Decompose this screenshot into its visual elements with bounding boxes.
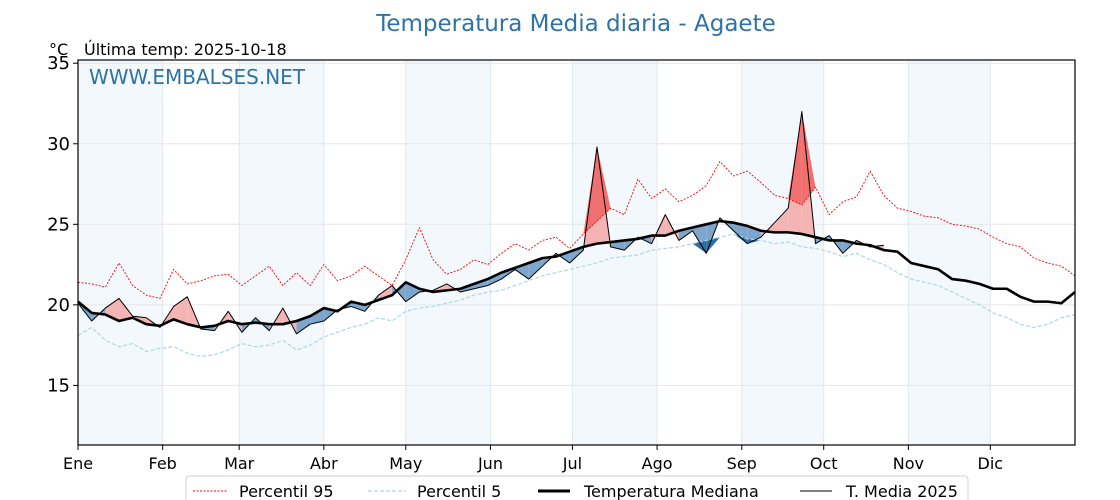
series-line — [77, 219, 1076, 329]
y-tick-label: 15 — [47, 375, 70, 396]
month-shading — [78, 60, 991, 445]
fill-below-p5 — [733, 233, 748, 244]
x-tick-label: Dic — [978, 454, 1004, 473]
series-percentil-95 — [77, 161, 1076, 299]
legend-box — [185, 475, 969, 500]
legend: Percentil 95 Percentil 5 Temperatura Med… — [185, 475, 969, 500]
fill-below-p5 — [706, 237, 720, 254]
fill-below-p5 — [692, 240, 707, 254]
fill-above-p95 — [801, 111, 816, 205]
fill-above-p95 — [596, 146, 611, 222]
month-shade-sep — [741, 60, 824, 445]
x-tick-label: Jul — [562, 454, 582, 473]
legend-label-median: Temperatura Mediana — [583, 482, 759, 500]
x-tick-label: Ene — [63, 454, 93, 473]
x-tick-label: May — [389, 454, 422, 473]
fill-below-median — [528, 258, 543, 280]
legend-label-p5: Percentil 5 — [417, 482, 501, 500]
x-tick-label: Ago — [642, 454, 673, 473]
y-tick-label: 25 — [47, 214, 70, 235]
fill-above-median — [378, 285, 393, 301]
series-line — [77, 233, 1076, 358]
x-tick-label: Oct — [810, 454, 838, 473]
chart-title: Temperatura Media diaria - Agaete — [375, 11, 776, 37]
month-shade-jul — [572, 60, 658, 445]
x-tick-label: Nov — [893, 454, 924, 473]
fill-above-median — [118, 298, 133, 321]
y-tick-label: 20 — [47, 295, 70, 316]
legend-label-p95: Percentil 95 — [239, 482, 334, 500]
fill-above-median — [774, 208, 789, 233]
month-shade-nov — [908, 60, 991, 445]
y-axis: 15 20 25 30 35 — [47, 53, 78, 396]
series-t-media-2025 — [77, 111, 884, 335]
x-axis: Ene Feb Mar Abr May Jun Jul Ago Sep Oct Nov Dic — [63, 445, 1003, 473]
x-tick-label: Abr — [310, 454, 338, 473]
fill-below-median — [487, 272, 502, 286]
last-temp-label: Última temp: 2025-10-18 — [84, 40, 287, 59]
fill-below-median — [310, 308, 324, 325]
plot-frame — [77, 59, 1076, 446]
series-temperatura-mediana — [77, 219, 1076, 329]
x-tick-label: Feb — [149, 454, 177, 473]
y-tick-label: 30 — [47, 134, 70, 155]
x-tick-label: Jun — [477, 454, 503, 473]
series-lines — [77, 111, 1076, 358]
y-axis-unit: °C — [49, 40, 68, 59]
x-tick-label: Mar — [224, 454, 255, 473]
series-line — [77, 111, 884, 335]
month-shade-ene — [78, 60, 163, 445]
watermark: WWW.EMBALSES.NET — [89, 65, 306, 89]
series-percentil-5 — [77, 233, 1076, 358]
fill-above-p95 — [583, 146, 597, 234]
fill-above-median — [173, 296, 188, 325]
month-shade-may — [405, 60, 491, 445]
month-shade-mar — [239, 60, 324, 445]
x-tick-label: Sep — [727, 454, 757, 473]
legend-label-2025: T. Media 2025 — [845, 482, 958, 500]
y-tick-label: 35 — [47, 53, 70, 74]
